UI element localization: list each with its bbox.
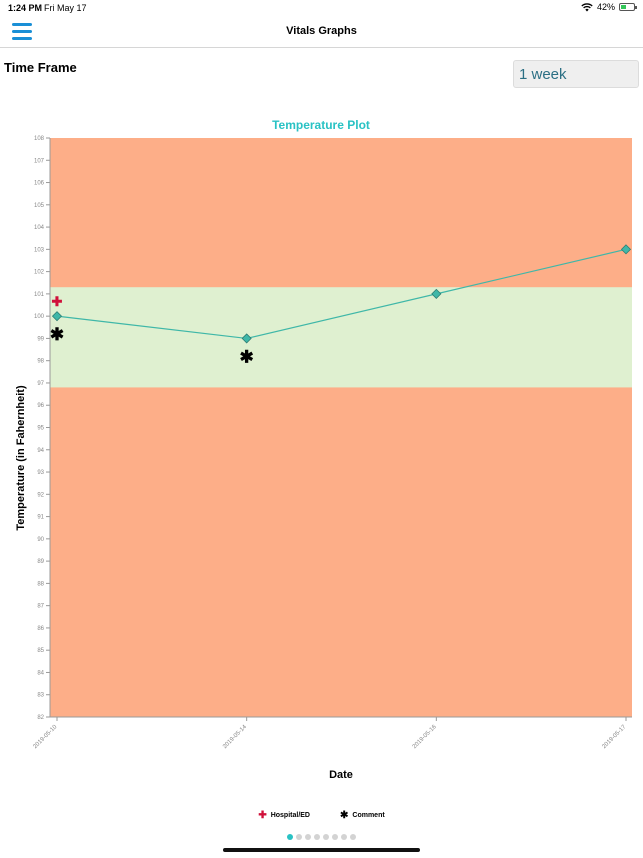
legend-label-comment: Comment bbox=[352, 812, 385, 819]
page-dot[interactable] bbox=[314, 834, 320, 840]
home-indicator bbox=[223, 848, 420, 852]
data-point bbox=[241, 333, 252, 344]
y-tick-label: 87 bbox=[37, 604, 44, 610]
x-tick-label: 2019-05-17 bbox=[601, 724, 627, 750]
y-axis-label: Temperature (in Fahernheit) bbox=[15, 385, 27, 531]
page-dot[interactable] bbox=[350, 834, 356, 840]
x-axis-label: Date bbox=[329, 769, 353, 781]
data-point bbox=[51, 311, 63, 322]
alert-band bbox=[50, 138, 632, 717]
y-tick-label: 98 bbox=[37, 359, 44, 365]
comment-icon: ✱ bbox=[340, 810, 349, 821]
y-tick-label: 101 bbox=[34, 292, 45, 298]
y-tick-label: 102 bbox=[34, 270, 45, 276]
y-tick-label: 93 bbox=[37, 470, 44, 476]
wifi-icon bbox=[581, 2, 593, 11]
y-tick-label: 104 bbox=[34, 225, 45, 231]
y-axis-ticks: 82 83 84 85 86 87 88 89 90 91 92 93 94 95 96 97 98 99 100 1… bbox=[34, 136, 50, 721]
y-tick-label: 96 bbox=[37, 403, 44, 409]
y-tick-label: 97 bbox=[37, 381, 44, 387]
status-time: 1:24 PM bbox=[8, 3, 43, 13]
comment-marker: ✱ bbox=[240, 347, 254, 366]
comment-marker: ✱ bbox=[50, 325, 64, 344]
x-axis-ticks: 2019-05-10 2019-05-14 2019-05-16 2019-05-17 bbox=[32, 717, 628, 750]
legend-item-hospital: ✚ Hospital/ED bbox=[258, 810, 310, 821]
y-tick-label: 95 bbox=[37, 426, 44, 432]
y-tick-label: 100 bbox=[34, 314, 45, 320]
page-dot[interactable] bbox=[287, 834, 293, 840]
page-dot[interactable] bbox=[296, 834, 302, 840]
chart-legend: ✚ Hospital/ED ✱ Comment bbox=[0, 810, 643, 821]
page-dot[interactable] bbox=[305, 834, 311, 840]
x-tick-label: 2019-05-16 bbox=[412, 724, 438, 750]
hospital-icon: ✚ bbox=[258, 810, 267, 821]
chart-markers: ✚ ✱ ✱ bbox=[50, 294, 254, 366]
page-dot[interactable] bbox=[332, 834, 338, 840]
y-tick-label: 89 bbox=[37, 559, 44, 565]
status-date: Fri May 17 bbox=[44, 3, 87, 13]
y-tick-label: 84 bbox=[37, 670, 44, 676]
chart-title: Temperature Plot bbox=[272, 118, 370, 132]
status-bar: 1:24 PM Fri May 17 42% bbox=[0, 0, 643, 16]
y-tick-label: 90 bbox=[37, 537, 44, 543]
normal-band bbox=[50, 287, 632, 388]
chart-series bbox=[51, 244, 632, 344]
battery-icon bbox=[619, 3, 637, 11]
temperature-chart: Temperature Plot 82 83 84 85 86 87 88 89 90 91 92 9… bbox=[15, 118, 632, 781]
battery-level bbox=[621, 5, 627, 9]
page-indicator bbox=[0, 834, 643, 840]
x-tick-label: 2019-05-14 bbox=[222, 724, 248, 750]
y-tick-label: 86 bbox=[37, 626, 44, 632]
hamburger-menu-icon[interactable] bbox=[12, 23, 32, 40]
y-tick-label: 107 bbox=[34, 158, 45, 164]
y-tick-label: 106 bbox=[34, 181, 45, 187]
status-right: 42% bbox=[581, 2, 637, 12]
y-tick-label: 92 bbox=[37, 492, 44, 498]
page-title: Vitals Graphs bbox=[286, 25, 357, 37]
y-tick-label: 83 bbox=[37, 693, 44, 699]
hospital-marker: ✚ bbox=[52, 294, 63, 309]
nav-bar: Vitals Graphs bbox=[0, 16, 643, 48]
time-frame-select[interactable]: 1 week bbox=[513, 60, 639, 88]
y-tick-label: 82 bbox=[37, 715, 44, 721]
battery-percent: 42% bbox=[596, 2, 615, 12]
x-tick-label: 2019-05-10 bbox=[32, 724, 58, 750]
time-frame-label: Time Frame bbox=[4, 60, 77, 75]
page-dot[interactable] bbox=[323, 834, 329, 840]
y-tick-label: 99 bbox=[37, 336, 44, 342]
page-dot[interactable] bbox=[341, 834, 347, 840]
data-point bbox=[620, 244, 632, 255]
y-tick-label: 103 bbox=[34, 247, 45, 253]
y-tick-label: 85 bbox=[37, 648, 44, 654]
y-tick-label: 91 bbox=[37, 515, 44, 521]
y-tick-label: 105 bbox=[34, 203, 45, 209]
data-point bbox=[431, 288, 442, 299]
chart-bands bbox=[50, 138, 632, 717]
y-tick-label: 108 bbox=[34, 136, 45, 142]
legend-item-comment: ✱ Comment bbox=[340, 810, 385, 821]
series-line bbox=[56, 248, 627, 340]
legend-label-hospital: Hospital/ED bbox=[270, 812, 310, 819]
y-tick-label: 94 bbox=[37, 448, 44, 454]
y-tick-label: 88 bbox=[37, 581, 44, 587]
